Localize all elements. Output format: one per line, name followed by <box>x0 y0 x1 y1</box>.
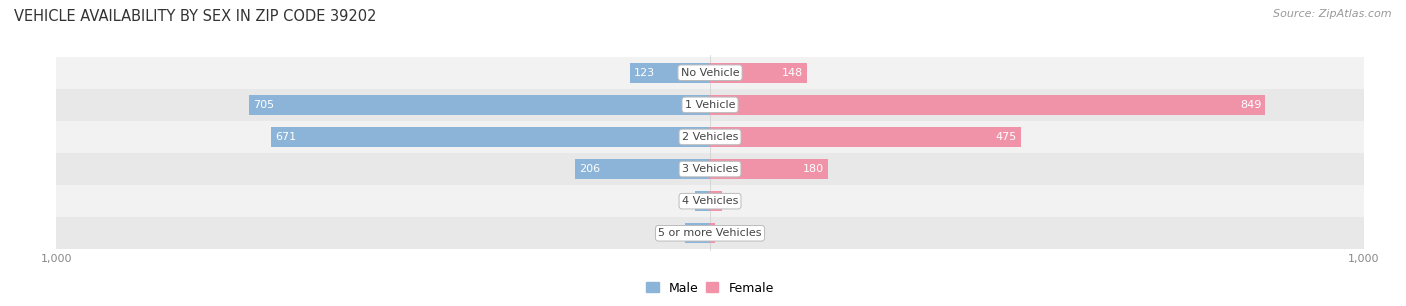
Bar <box>710 223 714 243</box>
Text: 19: 19 <box>725 196 740 206</box>
Text: 7: 7 <box>717 228 724 238</box>
Legend: Male, Female: Male, Female <box>641 277 779 300</box>
Text: 1 Vehicle: 1 Vehicle <box>685 100 735 110</box>
Bar <box>710 95 1265 115</box>
Text: 5 or more Vehicles: 5 or more Vehicles <box>658 228 762 238</box>
Text: 475: 475 <box>995 132 1017 142</box>
Bar <box>710 191 723 211</box>
Bar <box>56 185 1364 217</box>
Bar <box>56 153 1364 185</box>
Bar <box>630 63 710 83</box>
Text: No Vehicle: No Vehicle <box>681 68 740 78</box>
Text: 180: 180 <box>803 164 824 174</box>
Text: 23: 23 <box>678 196 692 206</box>
Text: 123: 123 <box>634 68 655 78</box>
Text: 705: 705 <box>253 100 274 110</box>
Bar <box>56 89 1364 121</box>
Bar <box>685 223 710 243</box>
Text: 148: 148 <box>782 68 803 78</box>
Text: 671: 671 <box>276 132 297 142</box>
Text: 38: 38 <box>668 228 682 238</box>
Bar <box>249 95 710 115</box>
Bar <box>271 127 710 147</box>
Text: 849: 849 <box>1240 100 1261 110</box>
Bar <box>575 159 710 179</box>
Text: 2 Vehicles: 2 Vehicles <box>682 132 738 142</box>
Text: Source: ZipAtlas.com: Source: ZipAtlas.com <box>1274 9 1392 19</box>
Bar <box>56 121 1364 153</box>
Text: VEHICLE AVAILABILITY BY SEX IN ZIP CODE 39202: VEHICLE AVAILABILITY BY SEX IN ZIP CODE … <box>14 9 377 24</box>
Bar <box>695 191 710 211</box>
Text: 206: 206 <box>579 164 600 174</box>
Text: 3 Vehicles: 3 Vehicles <box>682 164 738 174</box>
Bar <box>710 159 828 179</box>
Bar <box>710 127 1021 147</box>
Text: 4 Vehicles: 4 Vehicles <box>682 196 738 206</box>
Bar <box>56 57 1364 89</box>
Bar <box>710 63 807 83</box>
Bar <box>56 217 1364 249</box>
